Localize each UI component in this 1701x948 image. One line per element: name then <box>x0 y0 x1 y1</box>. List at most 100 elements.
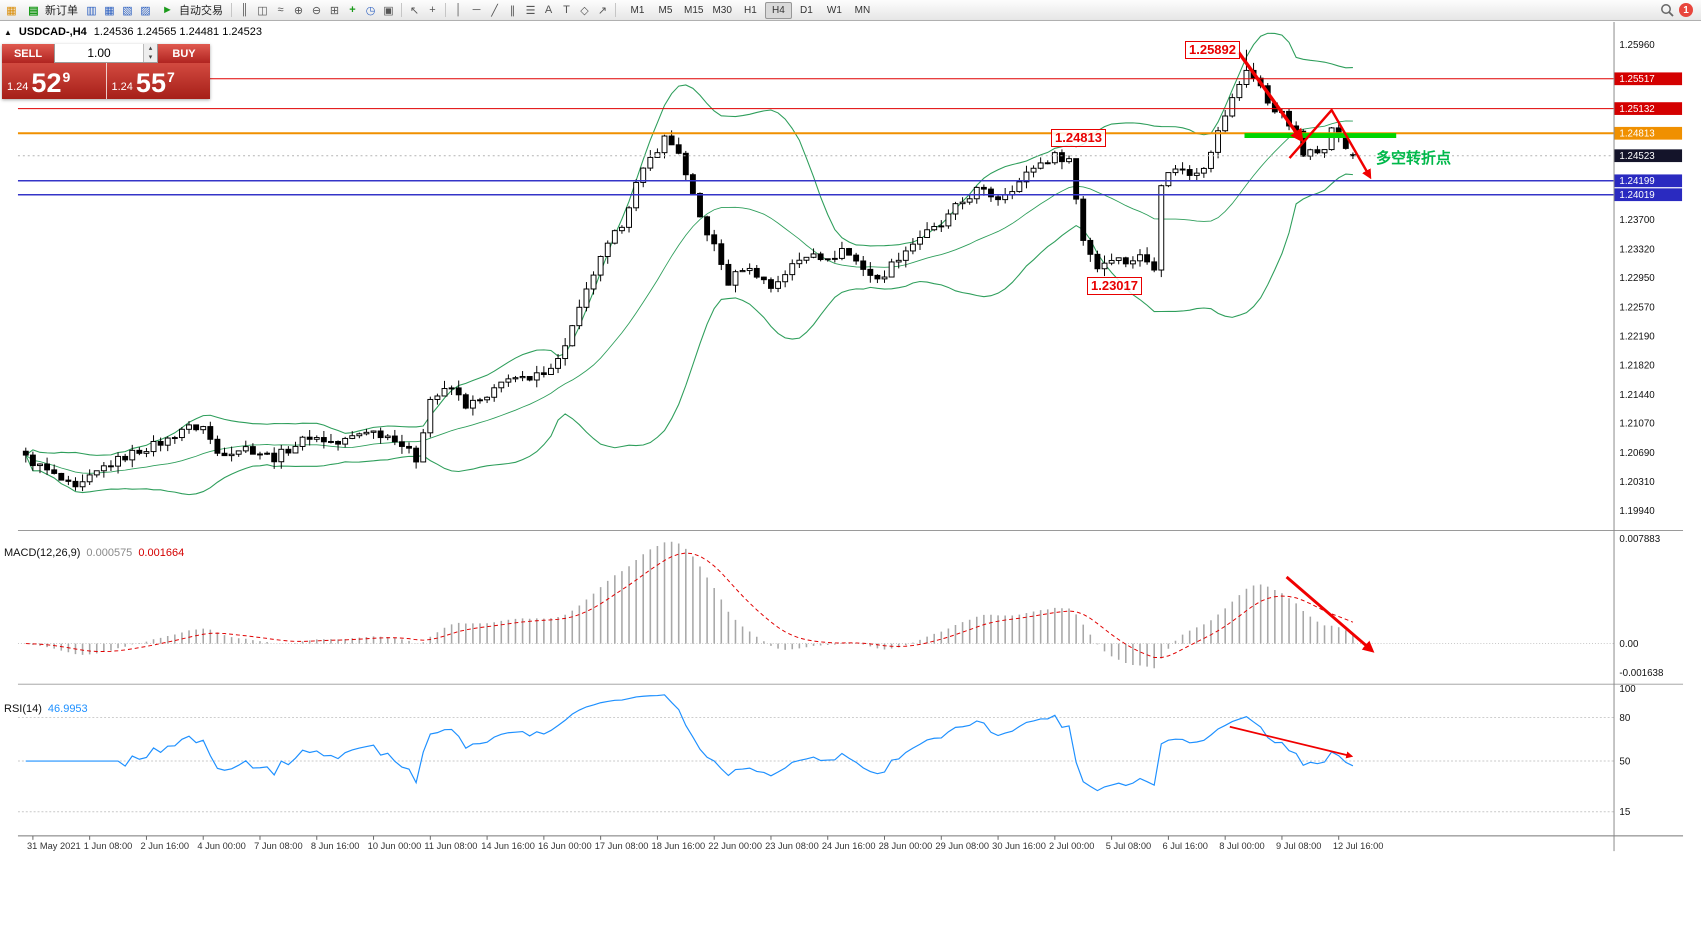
label-tool-icon[interactable]: T <box>563 4 570 16</box>
horizontal-level-lines[interactable] <box>17 78 1614 196</box>
toolbar-separator <box>445 3 446 17</box>
svg-text:1.21820: 1.21820 <box>1619 360 1655 371</box>
svg-text:6 Jul 16:00: 6 Jul 16:00 <box>1163 841 1208 851</box>
indicators-icon[interactable]: + <box>349 4 356 16</box>
horizontal-line-icon[interactable]: ─ <box>472 4 481 16</box>
price-tag <box>1614 174 1683 188</box>
timeframe-m5[interactable]: M5 <box>658 4 673 16</box>
fibonacci-icon[interactable]: ☰ <box>525 4 536 17</box>
svg-text:1.23320: 1.23320 <box>1619 244 1655 255</box>
bid-point: 9 <box>62 69 71 85</box>
new-order-button[interactable]: ▤ 新订单 <box>21 2 82 18</box>
timeframe-h1[interactable]: H1 <box>744 4 757 16</box>
svg-text:1.25132: 1.25132 <box>1619 104 1654 115</box>
price-tag <box>1614 149 1683 163</box>
svg-text:-0.001638: -0.001638 <box>1619 668 1663 679</box>
candles <box>22 49 1356 492</box>
notification-badge[interactable]: 1 <box>1679 3 1693 17</box>
bid-prefix: 1.24 <box>7 81 29 93</box>
svg-text:17 Jun 08:00: 17 Jun 08:00 <box>595 841 649 851</box>
buy-button[interactable]: BUY <box>158 44 210 63</box>
rsi-down-arrow <box>1229 725 1354 759</box>
app-icon: ▦ <box>6 4 17 17</box>
channel-icon[interactable]: ∥ <box>509 4 516 17</box>
timeframe-m30[interactable]: M30 <box>712 4 732 16</box>
price-annotation-high[interactable]: 1.25892 <box>1185 41 1240 59</box>
chart-symbol: USDCAD-,H4 <box>18 26 87 38</box>
toolbar-separator <box>231 3 232 17</box>
navigator-icon[interactable]: ▧ <box>122 4 133 17</box>
svg-text:1.23700: 1.23700 <box>1619 215 1655 226</box>
svg-text:30 Jun 16:00: 30 Jun 16:00 <box>992 841 1046 851</box>
candlestick-icon[interactable]: ◫ <box>257 4 268 17</box>
buy-price-button[interactable]: 1.24 55 7 <box>106 63 210 99</box>
cursor-icon[interactable]: ↖ <box>409 4 420 17</box>
svg-text:8 Jun 16:00: 8 Jun 16:00 <box>311 841 360 851</box>
chart-profiles-icon[interactable]: ▦ <box>104 4 115 17</box>
ask-pips: 55 <box>135 68 166 99</box>
svg-text:100: 100 <box>1619 684 1636 695</box>
zigzag-arrow <box>1288 107 1372 180</box>
periods-icon[interactable]: ◷ <box>365 4 376 17</box>
crosshair-icon[interactable]: + <box>429 4 436 16</box>
chart-ohlc: 1.24536 1.24565 1.24481 1.24523 <box>93 26 262 38</box>
line-chart-icon[interactable]: ≈ <box>277 4 284 16</box>
price-tag <box>1614 72 1683 86</box>
tile-windows-icon[interactable]: ⊞ <box>329 4 340 17</box>
timeframe-m1[interactable]: M1 <box>630 4 645 16</box>
svg-text:1.25960: 1.25960 <box>1619 40 1655 51</box>
timeframe-w1[interactable]: W1 <box>826 4 842 16</box>
svg-text:23 Jun 08:00: 23 Jun 08:00 <box>765 841 819 851</box>
user-drawings[interactable] <box>1229 51 1397 759</box>
svg-text:15: 15 <box>1619 807 1630 818</box>
svg-text:50: 50 <box>1619 756 1630 767</box>
macd-main-value: 0.000575 <box>86 547 133 559</box>
volume-up-button[interactable]: ▴ <box>144 44 157 53</box>
svg-text:1.24523: 1.24523 <box>1619 151 1654 162</box>
svg-text:80: 80 <box>1619 713 1630 724</box>
panel-separators[interactable] <box>17 21 1684 852</box>
trendline-icon[interactable]: ╱ <box>491 4 498 17</box>
price-scale[interactable]: 1.25960 1.23700 1.23320 1.22950 1.22570 1.221… <box>1614 40 1683 517</box>
vertical-line-icon[interactable]: │ <box>455 4 462 16</box>
bar-chart-icon[interactable]: ║ <box>240 4 249 16</box>
price-annotation-mid[interactable]: 1.24813 <box>1051 129 1106 147</box>
autotrading-button[interactable]: ► 自动交易 <box>155 2 227 18</box>
search-icon[interactable] <box>1660 3 1674 17</box>
ask-prefix: 1.24 <box>111 81 133 93</box>
timeframe-m15[interactable]: M15 <box>684 4 704 16</box>
volume-input[interactable] <box>55 44 143 62</box>
zoom-in-icon[interactable]: ⊕ <box>293 4 304 17</box>
market-watch-icon[interactable]: ▥ <box>86 4 97 17</box>
volume-down-button[interactable]: ▾ <box>144 53 157 62</box>
sell-price-button[interactable]: 1.24 52 9 <box>2 63 107 99</box>
timeframe-mn[interactable]: MN <box>854 4 871 16</box>
arrow-tool-icon[interactable]: ↗ <box>597 4 608 17</box>
macd-scale: 0.007883 0.00 -0.001638 <box>1619 534 1663 679</box>
macd-signal-value: 0.001664 <box>138 547 185 559</box>
time-axis[interactable]: 31 May 2021 1 Jun 08:00 2 Jun 16:00 4 Jun 0… <box>27 835 1383 851</box>
chart-canvas[interactable]: 1.25960 1.23700 1.23320 1.22950 1.22570 1.221… <box>0 21 1701 948</box>
terminal-icon[interactable]: ▨ <box>140 4 151 17</box>
svg-text:1.24019: 1.24019 <box>1619 190 1654 201</box>
autotrading-label: 自动交易 <box>179 5 223 17</box>
turning-point-label[interactable]: 多空转折点 <box>1376 150 1452 167</box>
templates-icon[interactable]: ▣ <box>383 4 394 17</box>
timeframe-d1[interactable]: D1 <box>800 4 813 16</box>
new-order-icon: ▤ <box>28 4 39 17</box>
shapes-icon[interactable]: ◇ <box>580 4 589 17</box>
one-click-collapse-icon[interactable]: ▲ <box>4 27 12 37</box>
price-annotation-low[interactable]: 1.23017 <box>1087 277 1142 295</box>
timeframe-h4[interactable]: H4 <box>764 1 792 19</box>
macd-label: MACD(12,26,9) 0.000575 0.001664 <box>4 547 184 559</box>
sell-button[interactable]: SELL <box>2 44 54 63</box>
volume-spinner: ▴ ▾ <box>143 44 157 62</box>
svg-text:1.20690: 1.20690 <box>1619 448 1655 459</box>
zoom-out-icon[interactable]: ⊖ <box>311 4 322 17</box>
volume-box: ▴ ▾ <box>54 44 158 63</box>
svg-text:7 Jun 08:00: 7 Jun 08:00 <box>254 841 303 851</box>
svg-text:1.22570: 1.22570 <box>1619 302 1655 313</box>
chart-window: 1.25960 1.23700 1.23320 1.22950 1.22570 1.221… <box>0 21 1701 948</box>
text-tool-icon[interactable]: A <box>544 4 553 16</box>
svg-text:1.24199: 1.24199 <box>1619 176 1654 187</box>
